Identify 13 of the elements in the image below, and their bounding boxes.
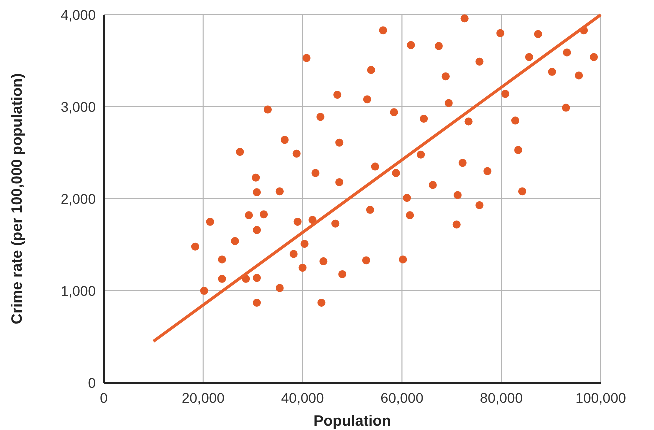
- y-tick-label: 0: [88, 375, 96, 391]
- x-tick-label: 0: [100, 390, 108, 406]
- y-tick-label: 3,000: [60, 99, 96, 115]
- x-tick-label: 80,000: [480, 390, 524, 406]
- x-tick-label: 20,000: [182, 390, 226, 406]
- y-tick-label: 2,000: [60, 191, 96, 207]
- y-tick-label: 1,000: [60, 283, 96, 299]
- y-tick-label: 4,000: [60, 7, 96, 23]
- x-tick-label: 60,000: [380, 390, 424, 406]
- x-tick-label: 40,000: [281, 390, 324, 406]
- x-tick-label: 100,000: [576, 390, 627, 406]
- y-axis-title: Crime rate (per 100,000 population): [9, 74, 26, 324]
- x-axis-title: Population: [314, 413, 392, 430]
